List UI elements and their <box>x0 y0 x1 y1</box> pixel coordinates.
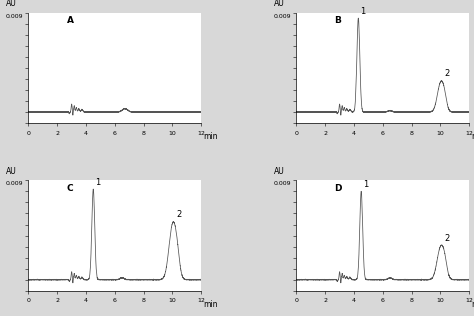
Text: AU: AU <box>274 167 285 176</box>
Text: A: A <box>66 16 73 25</box>
Text: AU: AU <box>274 0 285 8</box>
Text: B: B <box>335 16 341 25</box>
Text: min: min <box>471 132 474 141</box>
Text: min: min <box>203 132 218 141</box>
Text: AU: AU <box>6 167 17 176</box>
Text: 0.009: 0.009 <box>274 14 292 19</box>
Text: min: min <box>471 300 474 308</box>
Text: 0.009: 0.009 <box>274 181 292 186</box>
Text: 0.009: 0.009 <box>6 181 24 186</box>
Text: 1: 1 <box>363 180 368 189</box>
Text: 2: 2 <box>176 210 181 219</box>
Text: D: D <box>335 184 342 193</box>
Text: 1: 1 <box>95 178 100 187</box>
Text: 2: 2 <box>444 70 449 78</box>
Text: AU: AU <box>6 0 17 8</box>
Text: 1: 1 <box>360 7 365 15</box>
Text: C: C <box>66 184 73 193</box>
Text: 0.009: 0.009 <box>6 14 24 19</box>
Text: 2: 2 <box>444 234 449 242</box>
Text: min: min <box>203 300 218 308</box>
